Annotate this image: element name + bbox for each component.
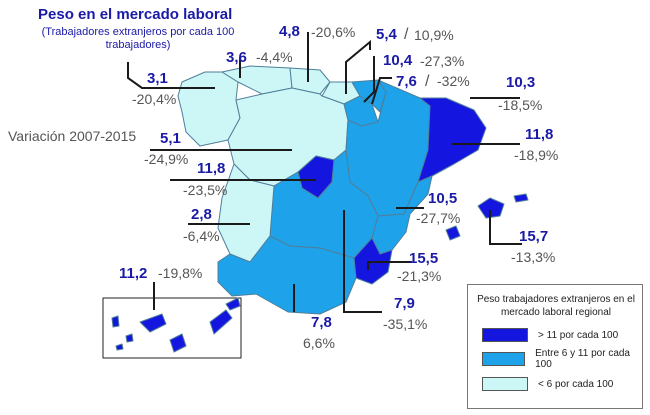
cataluna-change: -18,5%: [498, 97, 543, 113]
asturias-change: -4,4%: [256, 49, 293, 65]
region-canarias-lanzarote[interactable]: [225, 297, 241, 311]
murcia-change: -21,3%: [397, 268, 442, 284]
castilla-leon-value: 5,1: [160, 130, 181, 147]
cantabria-change: -20,6%: [311, 24, 356, 40]
legend-item-high: > 11 por cada 100: [482, 328, 618, 342]
la-rioja-change: -32%: [437, 73, 470, 89]
legend-item-mid: Entre 6 y 11 por cada 100: [482, 348, 642, 370]
galicia-value: 3,1: [147, 70, 168, 87]
region-canarias-tenerife[interactable]: [139, 313, 167, 333]
map-subtitle: (Trabajadores extranjeros por cada 100 t…: [41, 26, 235, 51]
baleares-change: -13,3%: [511, 249, 556, 265]
leader-la-rioja: [371, 77, 392, 105]
madrid-value: 11,8: [197, 160, 226, 177]
madrid-change: -23,5%: [183, 182, 228, 198]
cataluna-value: 10,3: [506, 74, 536, 91]
legend-swatch-low: [482, 377, 528, 391]
andalucia-value: 7,8: [311, 314, 332, 331]
region-cantabria[interactable]: [289, 67, 331, 95]
region-canarias-gran-canaria[interactable]: [169, 333, 187, 353]
cantabria-value: 4,8: [279, 23, 300, 40]
legend-title: Peso trabajadores extranjeros en el merc…: [477, 294, 635, 318]
region-valencia[interactable]: [371, 175, 433, 255]
legend-label-low: < 6 por cada 100: [538, 378, 614, 390]
castilla-la-mancha-value: 7,9: [394, 295, 415, 312]
region-canarias-la-palma[interactable]: [111, 315, 120, 328]
baleares-value: 15,7: [519, 228, 549, 245]
galicia-change: -20,4%: [132, 91, 177, 107]
legend: Peso trabajadores extranjeros en el merc…: [467, 284, 643, 409]
extremadura-value: 2,8: [191, 206, 212, 223]
leader-pais-vasco: [345, 39, 371, 94]
region-canarias-la-gomera[interactable]: [125, 333, 134, 343]
legend-label-mid: Entre 6 y 11 por cada 100: [535, 348, 630, 370]
region-baleares-mallorca[interactable]: [477, 197, 505, 219]
leader-navarra: [363, 56, 375, 103]
canarias-change: -19,8%: [158, 265, 203, 281]
leader-castilla-la-mancha: [343, 210, 382, 313]
aragon-value: 11,8: [525, 126, 554, 143]
region-cataluna[interactable]: [417, 97, 487, 183]
la-rioja-slash: /: [425, 73, 430, 90]
leader-murcia: [367, 261, 412, 270]
legend-swatch-high: [482, 328, 528, 342]
andalucia-change: 6,6%: [303, 335, 335, 351]
leader-baleares: [489, 210, 522, 245]
region-baleares-menorca[interactable]: [513, 193, 529, 203]
leader-galicia: [127, 62, 215, 89]
variation-caption: Variación 2007-2015: [8, 128, 137, 144]
asturias-value: 3,6: [226, 49, 247, 66]
pais-vasco-change: 10,9%: [414, 27, 454, 43]
legend-item-low: < 6 por cada 100: [482, 377, 613, 391]
region-canarias-fuerteventura[interactable]: [209, 309, 233, 335]
legend-label-high: > 11 por cada 100: [538, 329, 619, 341]
canarias-value: 11,2: [119, 265, 148, 282]
legend-swatch-mid: [482, 352, 526, 366]
murcia-value: 15,5: [409, 250, 439, 267]
valencia-value: 10,5: [428, 190, 458, 207]
navarra-change: -27,3%: [420, 53, 465, 69]
pais-vasco-value: 5,4: [376, 26, 397, 43]
region-andalucia[interactable]: [217, 235, 357, 315]
castilla-leon-change: -24,9%: [144, 151, 189, 167]
region-baleares-ibiza[interactable]: [445, 225, 461, 241]
pais-vasco-slash: /: [404, 26, 409, 43]
navarra-value: 10,4: [383, 52, 413, 69]
region-canarias-el-hierro[interactable]: [115, 343, 124, 351]
extremadura-change: -6,4%: [183, 228, 220, 244]
leader-lines: [127, 32, 522, 313]
map-title: Peso en el mercado laboral: [38, 6, 233, 23]
la-rioja-value: 7,6: [396, 73, 417, 90]
aragon-change: -18,9%: [514, 147, 559, 163]
castilla-la-mancha-change: -35,1%: [383, 316, 428, 332]
valencia-change: -27,7%: [416, 210, 461, 226]
canarias-inset-frame: [102, 297, 242, 359]
